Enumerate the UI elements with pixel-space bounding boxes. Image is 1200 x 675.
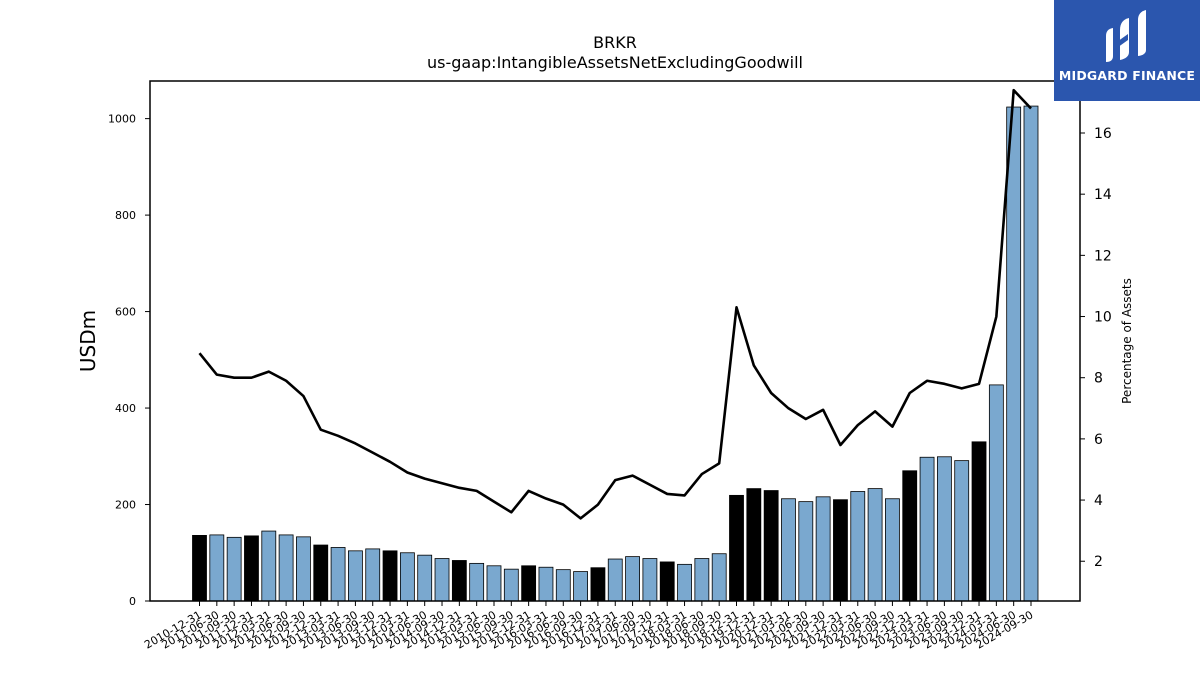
left-axis: 0 200 400 600 800 1000 <box>108 113 150 608</box>
bar-2014-03-31 <box>399 552 415 602</box>
bar-2016-03-31 <box>538 566 554 602</box>
y2-tick-label-6: 6 <box>1094 432 1103 448</box>
bar-2016-09-30 <box>573 571 588 602</box>
y-tick-label-200: 200 <box>115 499 136 512</box>
bar-2017-06-30 <box>625 556 640 602</box>
bar-2018-09-30 <box>711 553 727 602</box>
y-tick-label-800: 800 <box>115 209 136 222</box>
bar-2020-12-31 <box>763 490 779 602</box>
bar-2011-09-30 <box>226 536 242 602</box>
x-axis: 2010-12-312011-06-302011-09-302011-12-31… <box>142 601 1036 652</box>
y2-tick-label-8: 8 <box>1094 371 1103 387</box>
bar-2012-03-31 <box>261 530 277 602</box>
bar-2012-06-30 <box>278 534 294 602</box>
percentage-line <box>198 88 1032 520</box>
bar-2019-12-31 <box>746 488 762 602</box>
bar-2022-12-31 <box>902 470 918 602</box>
bar-2021-06-30 <box>798 501 814 602</box>
bar-2016-06-30 <box>555 569 571 602</box>
y2-tick-label-4: 4 <box>1094 493 1103 509</box>
bar-2022-09-30 <box>885 498 900 602</box>
bar-2013-12-31 <box>382 550 398 602</box>
bar-2021-12-31 <box>833 499 848 602</box>
midgard-logo-icon <box>1106 10 1146 62</box>
bar-2014-12-31 <box>451 560 467 602</box>
bar-2023-09-30 <box>954 460 970 602</box>
y2-tick-label-12: 12 <box>1094 248 1112 264</box>
logo-text: MIDGARD FINANCE <box>1058 68 1196 83</box>
bar-2014-06-30 <box>417 554 433 602</box>
right-axis: 2 4 6 8 10 12 14 16 <box>1080 126 1112 570</box>
bar-2013-06-30 <box>348 550 363 602</box>
bar-2022-03-31 <box>850 491 866 602</box>
bar-2017-09-30 <box>642 558 658 602</box>
bar-2011-06-30 <box>209 534 225 602</box>
y2-tick-label-16: 16 <box>1094 126 1112 142</box>
bar-2018-03-31 <box>677 563 692 602</box>
bar-2015-03-31 <box>469 562 485 602</box>
bar-2024-06-30 <box>1006 106 1022 602</box>
bar-2012-09-30 <box>296 536 311 602</box>
bar-2023-06-30 <box>936 456 952 602</box>
bar-2021-09-30 <box>815 496 831 602</box>
midgard-finance-logo: MIDGARD FINANCE <box>1054 0 1200 101</box>
bar-2024-03-31 <box>988 384 1004 602</box>
bar-2015-12-31 <box>521 565 537 602</box>
bar-2021-03-31 <box>781 498 796 602</box>
y-tick-label-400: 400 <box>115 402 136 415</box>
bar-2018-06-30 <box>694 558 710 602</box>
bar-2016-12-31 <box>590 567 606 602</box>
bar-2012-12-31 <box>313 544 329 602</box>
bar-2024-09-30 <box>1023 105 1039 602</box>
bar-2013-03-31 <box>330 547 346 602</box>
bar-2015-09-30 <box>503 568 519 602</box>
bar-2017-03-31 <box>607 558 623 602</box>
bar-2018-12-31 <box>729 494 744 602</box>
bar-2011-12-31 <box>244 535 259 602</box>
y-tick-label-1000: 1000 <box>108 113 136 126</box>
bar-2022-06-30 <box>867 488 883 602</box>
y2-tick-label-2: 2 <box>1094 554 1103 570</box>
bars-layer <box>192 105 1039 602</box>
bar-2014-09-30 <box>434 558 450 602</box>
bar-2013-09-30 <box>365 548 381 602</box>
bar-2017-12-31 <box>659 561 675 602</box>
bar-2023-03-31 <box>919 456 935 602</box>
y2-axis-label: Percentage of Assets <box>1120 278 1134 404</box>
y-axis-label: USDm <box>76 310 100 372</box>
bar-2010-12-31 <box>192 535 207 602</box>
chart-subtitle: us-gaap:IntangibleAssetsNetExcludingGood… <box>427 53 803 72</box>
y-tick-label-600: 600 <box>115 306 136 319</box>
bar-2015-06-30 <box>486 565 502 602</box>
y-tick-label-0: 0 <box>129 595 136 608</box>
y2-tick-label-14: 14 <box>1094 187 1112 203</box>
line-layer <box>198 88 1032 520</box>
y2-tick-label-10: 10 <box>1094 310 1112 326</box>
bar-2023-12-31 <box>971 441 987 602</box>
chart-title: BRKR <box>593 33 637 52</box>
